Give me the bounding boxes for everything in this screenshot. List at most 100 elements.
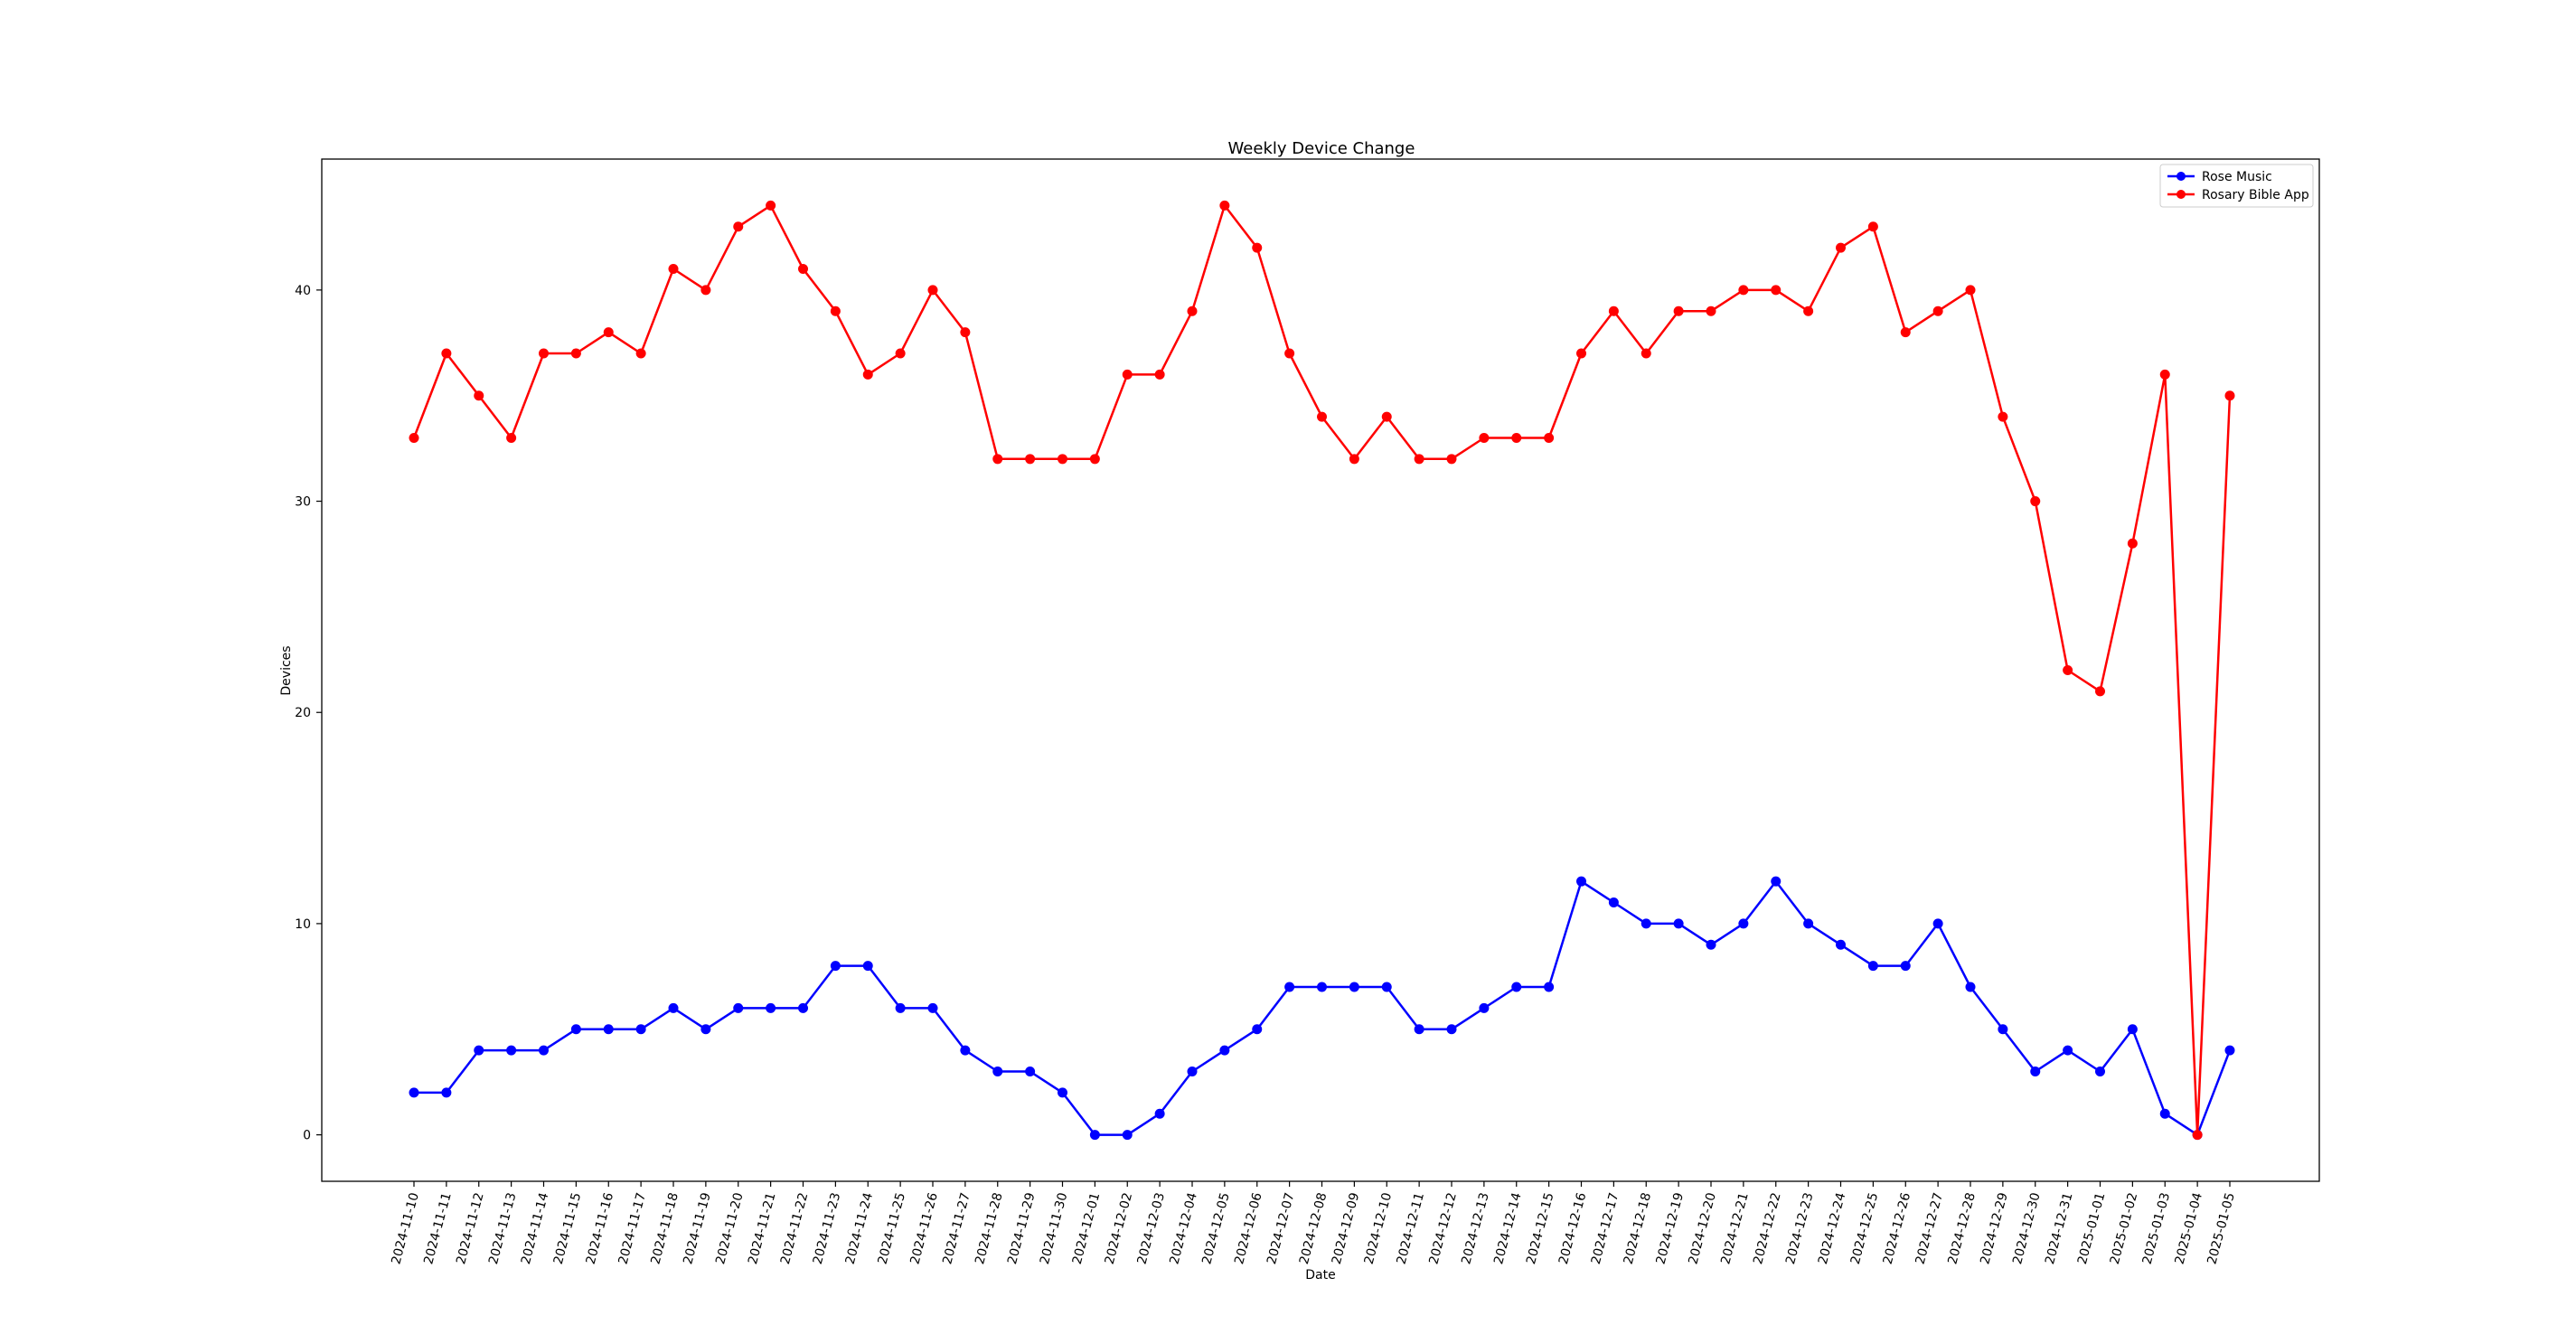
- data-point-rosary-bible-app: [1479, 432, 1490, 443]
- data-point-rose-music: [2030, 1066, 2041, 1076]
- data-point-rosary-bible-app: [1154, 369, 1165, 380]
- data-point-rose-music: [1641, 918, 1651, 929]
- data-point-rosary-bible-app: [1511, 432, 1522, 443]
- data-point-rosary-bible-app: [409, 432, 419, 443]
- data-point-rosary-bible-app: [1771, 285, 1782, 296]
- data-point-rose-music: [2095, 1066, 2105, 1076]
- data-point-rose-music: [992, 1066, 1003, 1076]
- data-point-rosary-bible-app: [700, 285, 711, 296]
- data-point-rosary-bible-app: [1803, 305, 1814, 316]
- y-tick-label: 20: [295, 706, 311, 720]
- data-point-rose-music: [539, 1045, 549, 1056]
- data-point-rose-music: [1122, 1130, 1133, 1141]
- data-point-rosary-bible-app: [2063, 665, 2073, 675]
- data-point-rose-music: [1706, 939, 1716, 950]
- data-point-rosary-bible-app: [1219, 200, 1230, 211]
- data-point-rose-music: [506, 1045, 517, 1056]
- data-point-rose-music: [1187, 1066, 1198, 1076]
- data-point-rosary-bible-app: [798, 264, 808, 275]
- data-point-rosary-bible-app: [1673, 305, 1684, 316]
- data-point-rose-music: [960, 1045, 971, 1056]
- legend-box: [2159, 164, 2314, 208]
- data-point-rose-music: [895, 1002, 906, 1013]
- data-point-rosary-bible-app: [2224, 390, 2235, 401]
- data-point-rosary-bible-app: [1252, 242, 1263, 253]
- data-point-rosary-bible-app: [862, 369, 873, 380]
- data-point-rose-music: [1511, 982, 1522, 992]
- data-point-rosary-bible-app: [1932, 305, 1943, 316]
- y-axis-label: Devices: [279, 645, 294, 695]
- data-point-rose-music: [1771, 876, 1782, 887]
- data-point-rosary-bible-app: [2095, 686, 2105, 697]
- data-point-rose-music: [830, 961, 841, 972]
- data-point-rosary-bible-app: [1900, 327, 1911, 338]
- data-point-rosary-bible-app: [830, 305, 841, 316]
- data-point-rosary-bible-app: [1965, 285, 1976, 296]
- legend-marker-rosary-bible-app: [2176, 190, 2186, 199]
- legend: Rose Music Rosary Bible App: [2159, 164, 2314, 208]
- data-point-rosary-bible-app: [1576, 348, 1586, 359]
- data-point-rose-music: [2159, 1108, 2170, 1119]
- data-point-rosary-bible-app: [895, 348, 906, 359]
- data-point-rosary-bible-app: [1089, 454, 1100, 465]
- data-point-rose-music: [1803, 918, 1814, 929]
- y-tick-label: 10: [295, 917, 311, 932]
- data-point-rosary-bible-app: [539, 348, 549, 359]
- data-point-rose-music: [570, 1024, 581, 1035]
- data-point-rosary-bible-app: [668, 264, 679, 275]
- data-point-rose-music: [1058, 1087, 1067, 1098]
- data-point-rosary-bible-app: [635, 348, 646, 359]
- legend-label-rosary-bible-app: Rosary Bible App: [2202, 188, 2309, 202]
- data-point-rose-music: [1349, 982, 1359, 992]
- data-point-rose-music: [766, 1002, 776, 1013]
- legend-label-rose-music: Rose Music: [2202, 170, 2272, 184]
- data-point-rose-music: [441, 1087, 452, 1098]
- data-point-rosary-bible-app: [2030, 496, 2041, 507]
- data-point-rosary-bible-app: [1058, 454, 1067, 465]
- data-point-rose-music: [668, 1002, 679, 1013]
- y-tick-label: 0: [303, 1129, 311, 1143]
- data-point-rose-music: [1867, 961, 1878, 972]
- data-point-rose-music: [1965, 982, 1976, 992]
- data-point-rose-music: [1836, 939, 1846, 950]
- data-point-rosary-bible-app: [1738, 285, 1749, 296]
- data-point-rose-music: [1608, 897, 1619, 908]
- data-point-rose-music: [1284, 982, 1295, 992]
- data-point-rosary-bible-app: [1608, 305, 1619, 316]
- data-point-rosary-bible-app: [1025, 454, 1036, 465]
- data-point-rosary-bible-app: [1998, 411, 2008, 422]
- data-point-rosary-bible-app: [2192, 1130, 2203, 1141]
- data-point-rosary-bible-app: [474, 390, 484, 401]
- data-point-rose-music: [1025, 1066, 1036, 1076]
- data-point-rose-music: [635, 1024, 646, 1035]
- data-point-rosary-bible-app: [1381, 411, 1392, 422]
- data-point-rosary-bible-app: [1544, 432, 1555, 443]
- data-point-rosary-bible-app: [2159, 369, 2170, 380]
- data-point-rose-music: [1544, 982, 1555, 992]
- data-point-rose-music: [798, 1002, 808, 1013]
- data-point-rosary-bible-app: [992, 454, 1003, 465]
- data-point-rosary-bible-app: [506, 432, 517, 443]
- data-point-rosary-bible-app: [1446, 454, 1457, 465]
- data-point-rose-music: [1381, 982, 1392, 992]
- data-point-rose-music: [2224, 1045, 2235, 1056]
- data-point-rosary-bible-app: [733, 221, 744, 232]
- data-point-rose-music: [603, 1024, 614, 1035]
- axes-frame: [321, 158, 2320, 1182]
- data-point-rose-music: [1154, 1108, 1165, 1119]
- data-point-rose-music: [862, 961, 873, 972]
- data-point-rose-music: [1738, 918, 1749, 929]
- data-point-rosary-bible-app: [1414, 454, 1424, 465]
- data-point-rose-music: [1089, 1130, 1100, 1141]
- data-point-rose-music: [474, 1045, 484, 1056]
- y-tick-label: 40: [295, 284, 311, 298]
- data-point-rosary-bible-app: [1284, 348, 1295, 359]
- data-point-rose-music: [733, 1002, 744, 1013]
- data-point-rosary-bible-app: [1122, 369, 1133, 380]
- data-point-rose-music: [700, 1024, 711, 1035]
- data-point-rosary-bible-app: [1349, 454, 1359, 465]
- data-point-rose-music: [1900, 961, 1911, 972]
- y-tick-label: 30: [295, 495, 311, 510]
- data-point-rosary-bible-app: [603, 327, 614, 338]
